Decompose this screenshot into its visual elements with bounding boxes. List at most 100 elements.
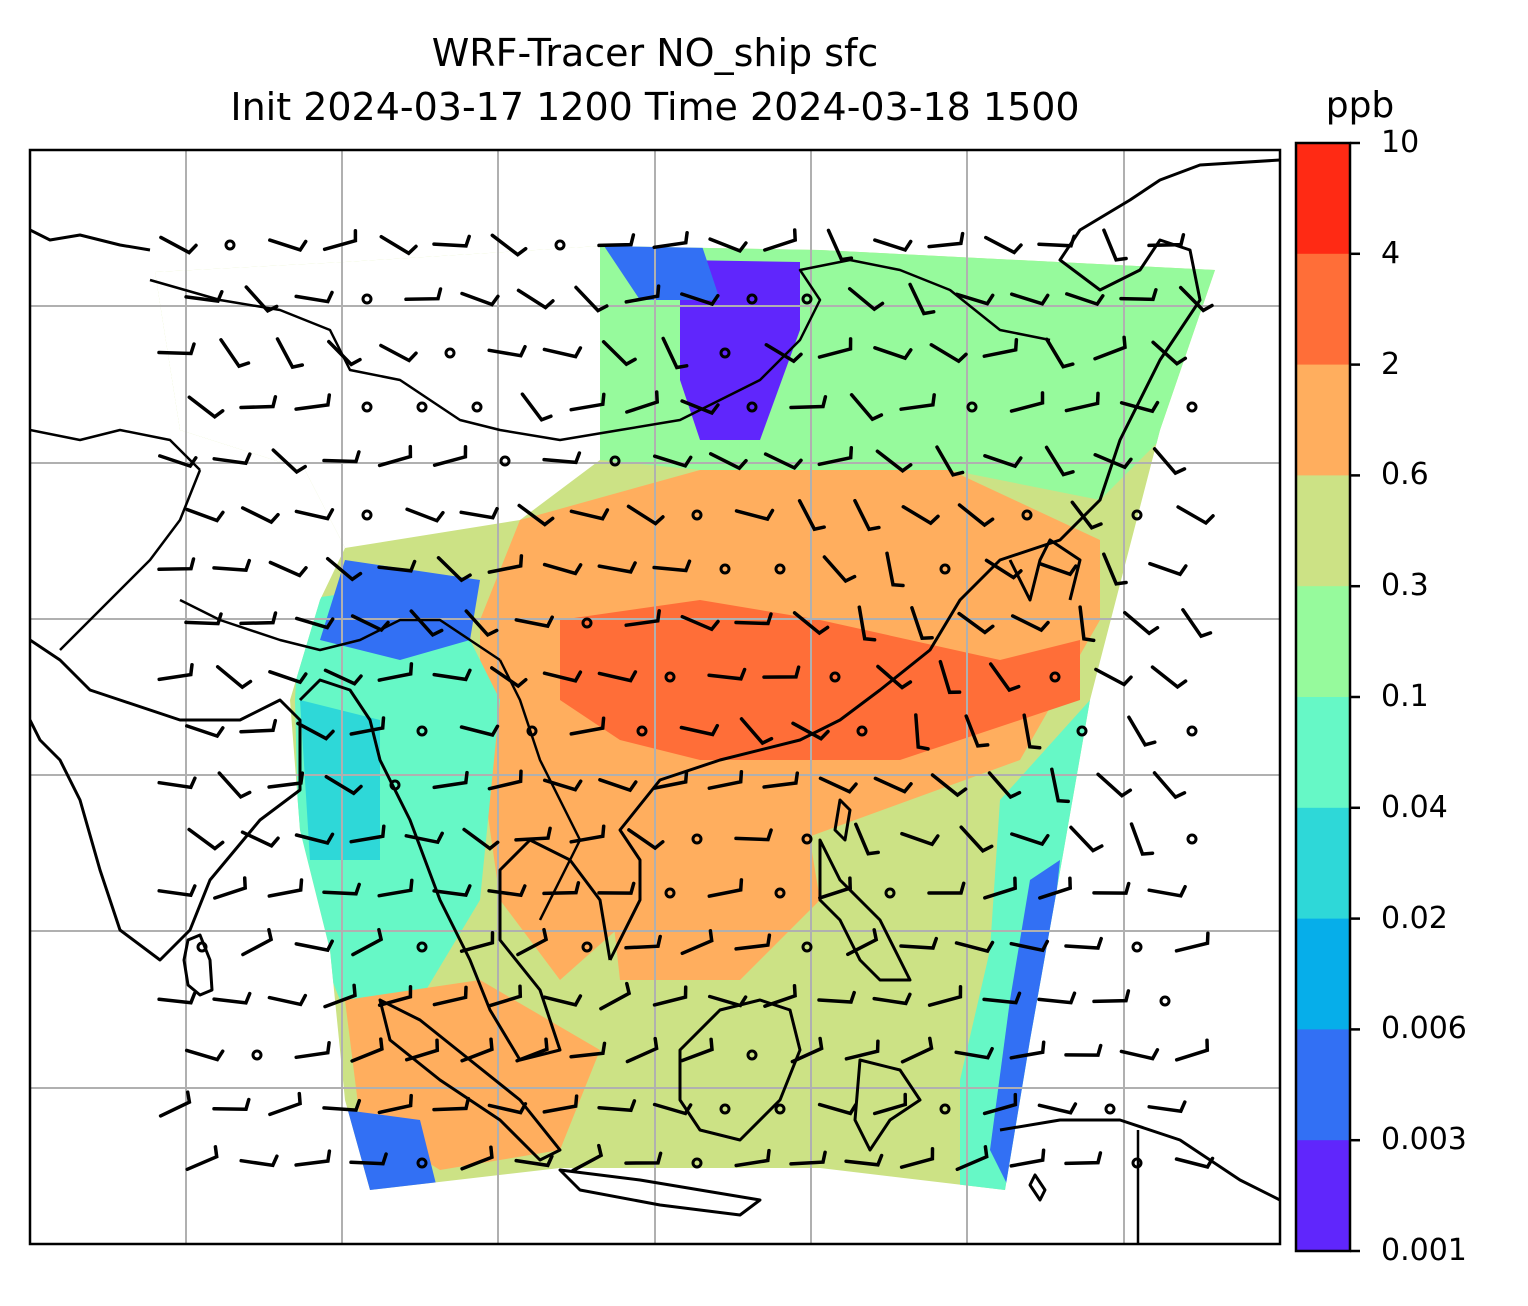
wind-barb xyxy=(212,558,252,572)
wind-barb xyxy=(377,444,413,468)
wind-barb xyxy=(955,1145,989,1172)
wind-barb xyxy=(1070,500,1103,530)
calm-wind-marker xyxy=(664,671,676,683)
wind-barb xyxy=(762,771,800,789)
wind-barb xyxy=(1009,1040,1046,1060)
wind-barb xyxy=(158,1090,192,1118)
wind-barb xyxy=(652,985,688,1007)
calm-wind-marker xyxy=(691,1157,703,1169)
wind-barb xyxy=(404,831,444,845)
coastlines xyxy=(30,158,1280,1217)
wind-barb xyxy=(460,291,500,307)
wind-barb xyxy=(1119,288,1158,302)
wind-barb xyxy=(739,717,774,746)
wind-barb xyxy=(914,713,930,751)
calm-wind-marker xyxy=(801,293,813,305)
wind-barb xyxy=(520,392,553,422)
wind-barb xyxy=(597,561,637,574)
wind-barb xyxy=(1010,614,1050,633)
wind-barb xyxy=(1148,561,1188,577)
wind-barb xyxy=(268,670,308,685)
wind-barb xyxy=(212,1097,251,1111)
map-frame xyxy=(28,148,1282,1246)
wind-barb xyxy=(1147,233,1186,248)
wind-barb xyxy=(1064,1151,1103,1166)
wind-barb xyxy=(1092,989,1131,1004)
wind-barb xyxy=(707,994,748,1008)
wind-barb xyxy=(597,881,636,895)
wind-barb xyxy=(514,826,552,842)
wind-barb xyxy=(627,828,665,851)
calm-wind-marker xyxy=(774,1103,786,1115)
calm-wind-marker xyxy=(829,671,841,683)
wind-barb xyxy=(1123,610,1160,636)
wind-barb xyxy=(1147,1100,1187,1114)
wind-barb xyxy=(661,336,689,370)
calm-wind-marker xyxy=(691,509,703,521)
wind-barb xyxy=(679,723,720,737)
wind-barb xyxy=(460,1145,494,1171)
wind-barb xyxy=(982,338,1019,358)
wind-barb xyxy=(789,1150,827,1166)
wind-barb xyxy=(404,287,443,302)
wind-barb xyxy=(900,1036,934,1064)
colorbar-segment xyxy=(1296,364,1350,476)
wind-barb xyxy=(351,927,384,957)
colorbar-tick-label: 0.1 xyxy=(1381,679,1429,714)
wind-barb xyxy=(954,292,995,306)
wind-barb xyxy=(624,934,662,950)
wind-barb xyxy=(854,822,880,856)
colorbar-segment xyxy=(1296,143,1350,255)
wind-barb xyxy=(853,498,881,532)
wind-barb xyxy=(625,390,660,414)
wind-barb xyxy=(275,337,305,370)
calm-wind-marker xyxy=(444,347,456,359)
wind-barb xyxy=(826,228,854,262)
wind-barb xyxy=(323,668,363,686)
field-northwest-blank xyxy=(155,246,600,548)
colorbar-segment xyxy=(1296,918,1350,1030)
sri-lanka xyxy=(182,933,214,997)
wind-barb xyxy=(268,1091,302,1117)
wind-barb xyxy=(1093,335,1127,361)
wind-barb xyxy=(487,1102,528,1115)
wind-barb xyxy=(1069,825,1104,853)
wind-barb xyxy=(652,454,693,468)
colorbar-tick-label: 2 xyxy=(1381,346,1401,382)
colorbar-tick-label: 0.04 xyxy=(1381,789,1448,825)
colorbar-tick-label: 4 xyxy=(1381,235,1401,271)
wind-barb xyxy=(569,716,606,736)
wind-barb xyxy=(571,1143,604,1173)
wind-barb xyxy=(652,1102,693,1116)
wind-barb xyxy=(763,228,798,252)
wind-barb xyxy=(899,393,936,411)
calm-wind-marker xyxy=(939,563,951,575)
wind-barb xyxy=(935,445,965,477)
calm-wind-marker xyxy=(801,941,813,953)
wind-barb xyxy=(1102,228,1128,262)
field-bay-teal xyxy=(300,700,380,860)
wind-barb xyxy=(268,238,308,252)
calm-wind-marker xyxy=(746,1049,758,1061)
wind-barb xyxy=(462,827,500,851)
wind-barb xyxy=(1129,822,1155,856)
wind-barb xyxy=(899,1147,935,1169)
wind-barb xyxy=(215,665,253,690)
wind-barb xyxy=(1096,772,1133,798)
wind-barb xyxy=(984,558,1023,580)
wind-barb xyxy=(763,452,803,471)
wind-barb xyxy=(910,606,934,641)
wind-barb xyxy=(818,776,858,794)
wind-barb xyxy=(377,878,414,898)
wind-barb xyxy=(1119,400,1160,414)
wind-barb xyxy=(822,555,857,584)
wind-barb xyxy=(1119,1048,1160,1061)
wind-barb xyxy=(927,881,966,895)
wind-barb xyxy=(185,724,225,739)
wind-barb xyxy=(432,668,472,682)
wind-barb xyxy=(542,994,583,1007)
wind-barb xyxy=(574,285,609,313)
wind-barb xyxy=(983,454,1023,469)
wind-barb xyxy=(789,395,828,410)
wind-barb xyxy=(1009,292,1050,306)
